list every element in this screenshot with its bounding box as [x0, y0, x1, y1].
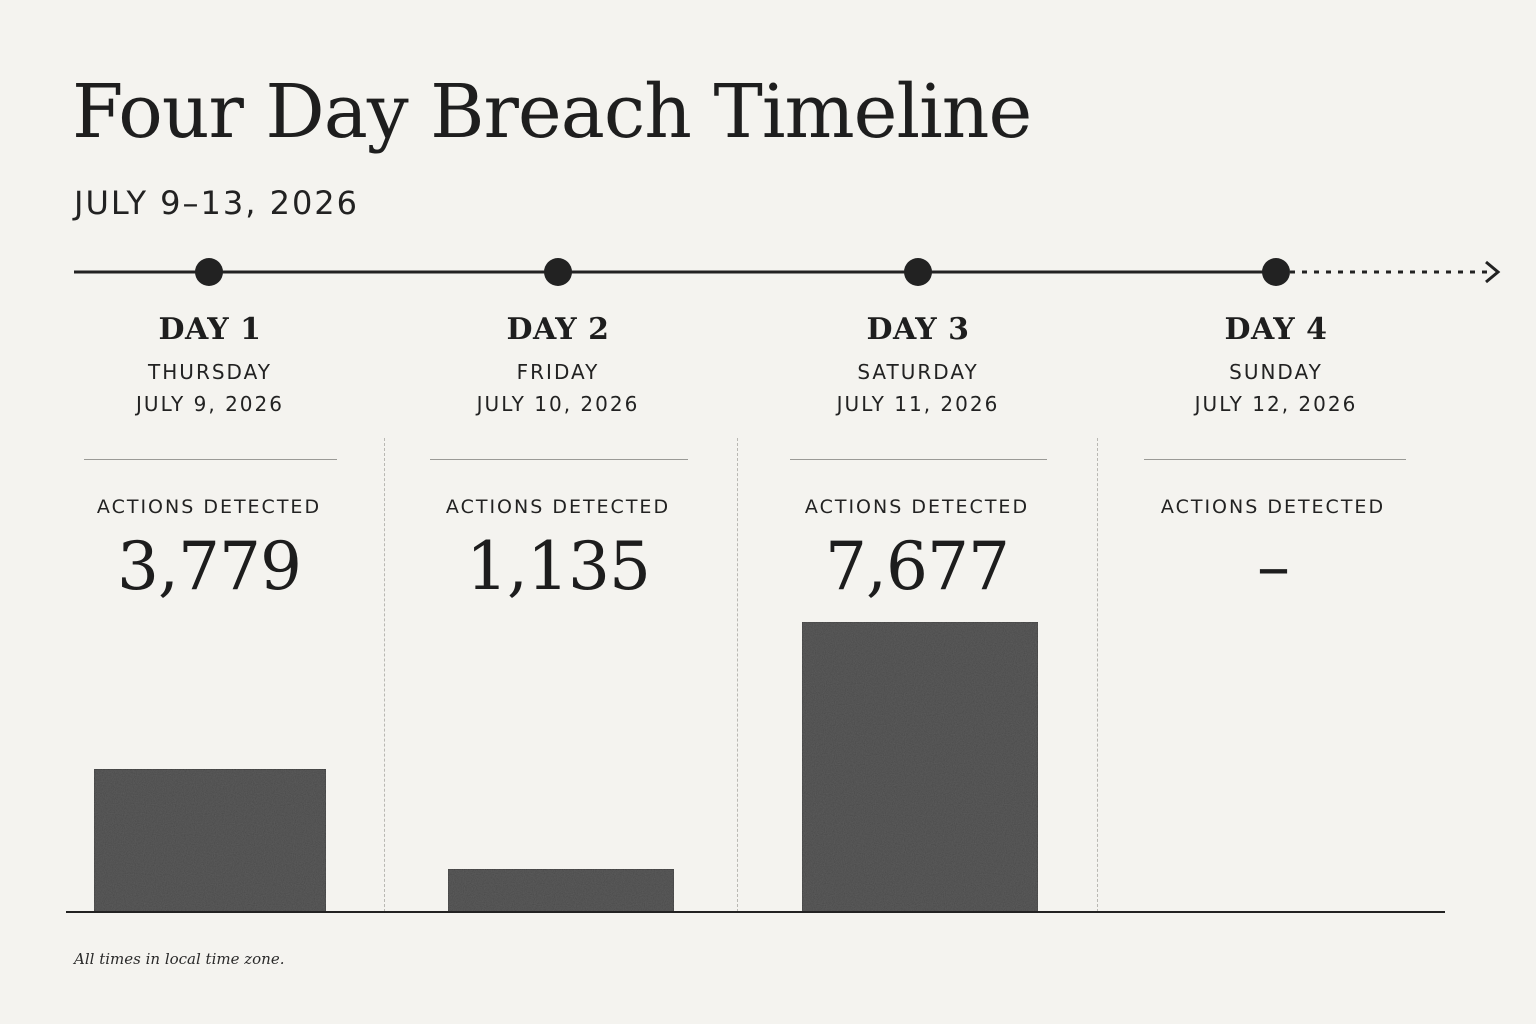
- day-4-header: DAY 4 SUNDAY JULY 12, 2026: [1146, 312, 1406, 420]
- bar-day-2: [447, 868, 675, 913]
- bar-day-3: [801, 621, 1039, 913]
- day-1-value-label: 3,779: [117, 528, 302, 605]
- day-2-header: DAY 2 FRIDAY JULY 10, 2026: [428, 312, 688, 420]
- day-1-weekday: THURSDAY: [148, 360, 272, 384]
- column-separator: [1097, 438, 1098, 912]
- footnote: All times in local time zone.: [74, 950, 285, 968]
- day-3-weekday: SATURDAY: [857, 360, 979, 384]
- day-2-date: JULY 10, 2026: [476, 392, 640, 416]
- bar-day-1: [93, 768, 327, 913]
- day-3-metric-label: ACTIONS DETECTED: [804, 496, 1030, 518]
- day-3-value-label: 7,677: [825, 528, 1010, 605]
- day-1-date: JULY 9, 2026: [136, 392, 284, 416]
- day-2-divider: [430, 459, 688, 460]
- day-1-header: DAY 1 THURSDAY JULY 9, 2026: [80, 312, 340, 420]
- bar-series: [93, 621, 1039, 913]
- day-4-date: JULY 12, 2026: [1194, 392, 1358, 416]
- day-4-label: DAY 4: [1224, 312, 1328, 347]
- day-2-metric-label: ACTIONS DETECTED: [445, 496, 671, 518]
- day-3-header: DAY 3 SATURDAY JULY 11, 2026: [788, 312, 1048, 420]
- chart-title: Four Day Breach Timeline: [72, 69, 1032, 155]
- day-3-divider: [790, 459, 1047, 460]
- column-separator: [737, 438, 738, 912]
- chart-subtitle: JULY 9–13, 2026: [74, 184, 360, 222]
- day-1-divider: [84, 459, 337, 460]
- day-2-value-label: 1,135: [466, 528, 651, 605]
- day-3-date: JULY 11, 2026: [836, 392, 1000, 416]
- day-3-label: DAY 3: [866, 312, 970, 347]
- day-2-weekday: FRIDAY: [516, 360, 600, 384]
- day-1-label: DAY 1: [158, 312, 262, 347]
- day-2-label: DAY 2: [506, 312, 610, 347]
- day-4-metric-label: ACTIONS DETECTED: [1160, 496, 1386, 518]
- day-4-value-label: –: [1257, 528, 1290, 605]
- day-1-metric-label: ACTIONS DETECTED: [96, 496, 322, 518]
- column-separator: [384, 438, 385, 912]
- day-4-weekday: SUNDAY: [1229, 360, 1323, 384]
- day-4-divider: [1144, 459, 1406, 460]
